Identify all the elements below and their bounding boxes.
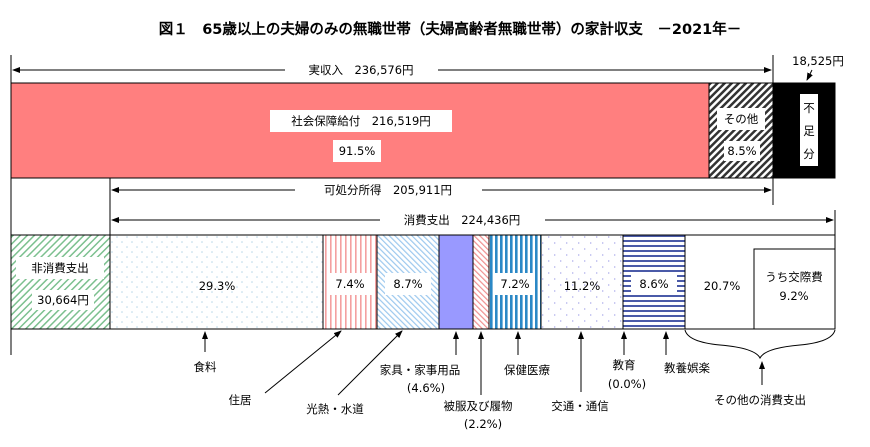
shortfall-char: 不: [803, 101, 815, 115]
social-expense-box: [753, 248, 836, 330]
curly-brace: [684, 329, 836, 360]
diagram-title: 図１ 65歳以上の夫婦のみの無職世帯（夫婦高齢者無職世帯）の家計収支 －2021…: [159, 20, 742, 38]
medical-pct: 7.2%: [500, 277, 529, 291]
other-consumption-pct: 20.7%: [704, 279, 741, 293]
housing-pct: 7.4%: [335, 277, 364, 291]
label-bg: [385, 273, 431, 295]
transport-label: 交通・通信: [551, 399, 609, 413]
recreation-label: 教養娯楽: [664, 361, 710, 375]
clothing-label: 被服及び履物: [444, 399, 513, 413]
label-bg: [717, 108, 765, 130]
other-income-label: その他: [724, 112, 759, 126]
label-bg: [724, 141, 760, 161]
non-consumption-amount: 30,664円: [37, 293, 89, 307]
recreation-pct: 8.6%: [639, 277, 668, 291]
utilities-label: 光熱・水道: [306, 402, 364, 416]
education-label: 教育: [613, 358, 636, 372]
label-bg: [631, 273, 677, 295]
transport-pct: 11.2%: [564, 279, 601, 293]
other-income-segment: [708, 82, 774, 179]
label-bg: [16, 257, 104, 279]
shortfall-pointer-arrow: [806, 69, 813, 81]
other-consumption-label: その他の消費支出: [714, 393, 806, 407]
non-consumption-segment: [10, 234, 111, 330]
social-security-label: 社会保障給付 216,519円: [291, 114, 431, 128]
education-pct: (0.0%): [608, 377, 646, 391]
shortfall-amount: 18,525円: [792, 54, 844, 68]
label-bg: [270, 110, 452, 132]
housing-label: 住居: [229, 393, 252, 407]
utilities-pct: 8.7%: [393, 277, 422, 291]
label-bg: [32, 290, 94, 310]
furniture-label: 家具・家事用品: [380, 363, 461, 377]
disposable-income-label: 可処分所得 205,911円: [324, 183, 452, 197]
social-expense-pct: 9.2%: [779, 289, 808, 303]
food-pct: 29.3%: [199, 279, 236, 293]
social-expense-label: うち交際費: [765, 270, 823, 284]
clothing-segment: [472, 234, 490, 330]
food-label: 食料: [194, 360, 217, 374]
consumption-label: 消費支出 224,436円: [404, 213, 521, 227]
income-total-label: 実収入 236,576円: [308, 63, 413, 77]
label-bg: [333, 140, 381, 162]
furniture-segment: [438, 234, 474, 330]
other-income-pct: 8.5%: [727, 144, 756, 158]
label-bg: [328, 273, 372, 295]
clothing-pct: (2.2%): [464, 417, 502, 431]
social-security-pct: 91.5%: [339, 144, 376, 158]
label-bg: [495, 273, 535, 295]
pointer-arrows: [202, 329, 836, 396]
food-segment: [109, 234, 324, 330]
shortfall-char: 足: [803, 124, 815, 138]
non-consumption-label: 非消費支出: [31, 261, 89, 275]
medical-label: 保健医療: [504, 363, 550, 377]
label-bg: [800, 94, 818, 166]
shortfall-char: 分: [803, 147, 815, 161]
furniture-pct: (4.6%): [407, 381, 445, 395]
